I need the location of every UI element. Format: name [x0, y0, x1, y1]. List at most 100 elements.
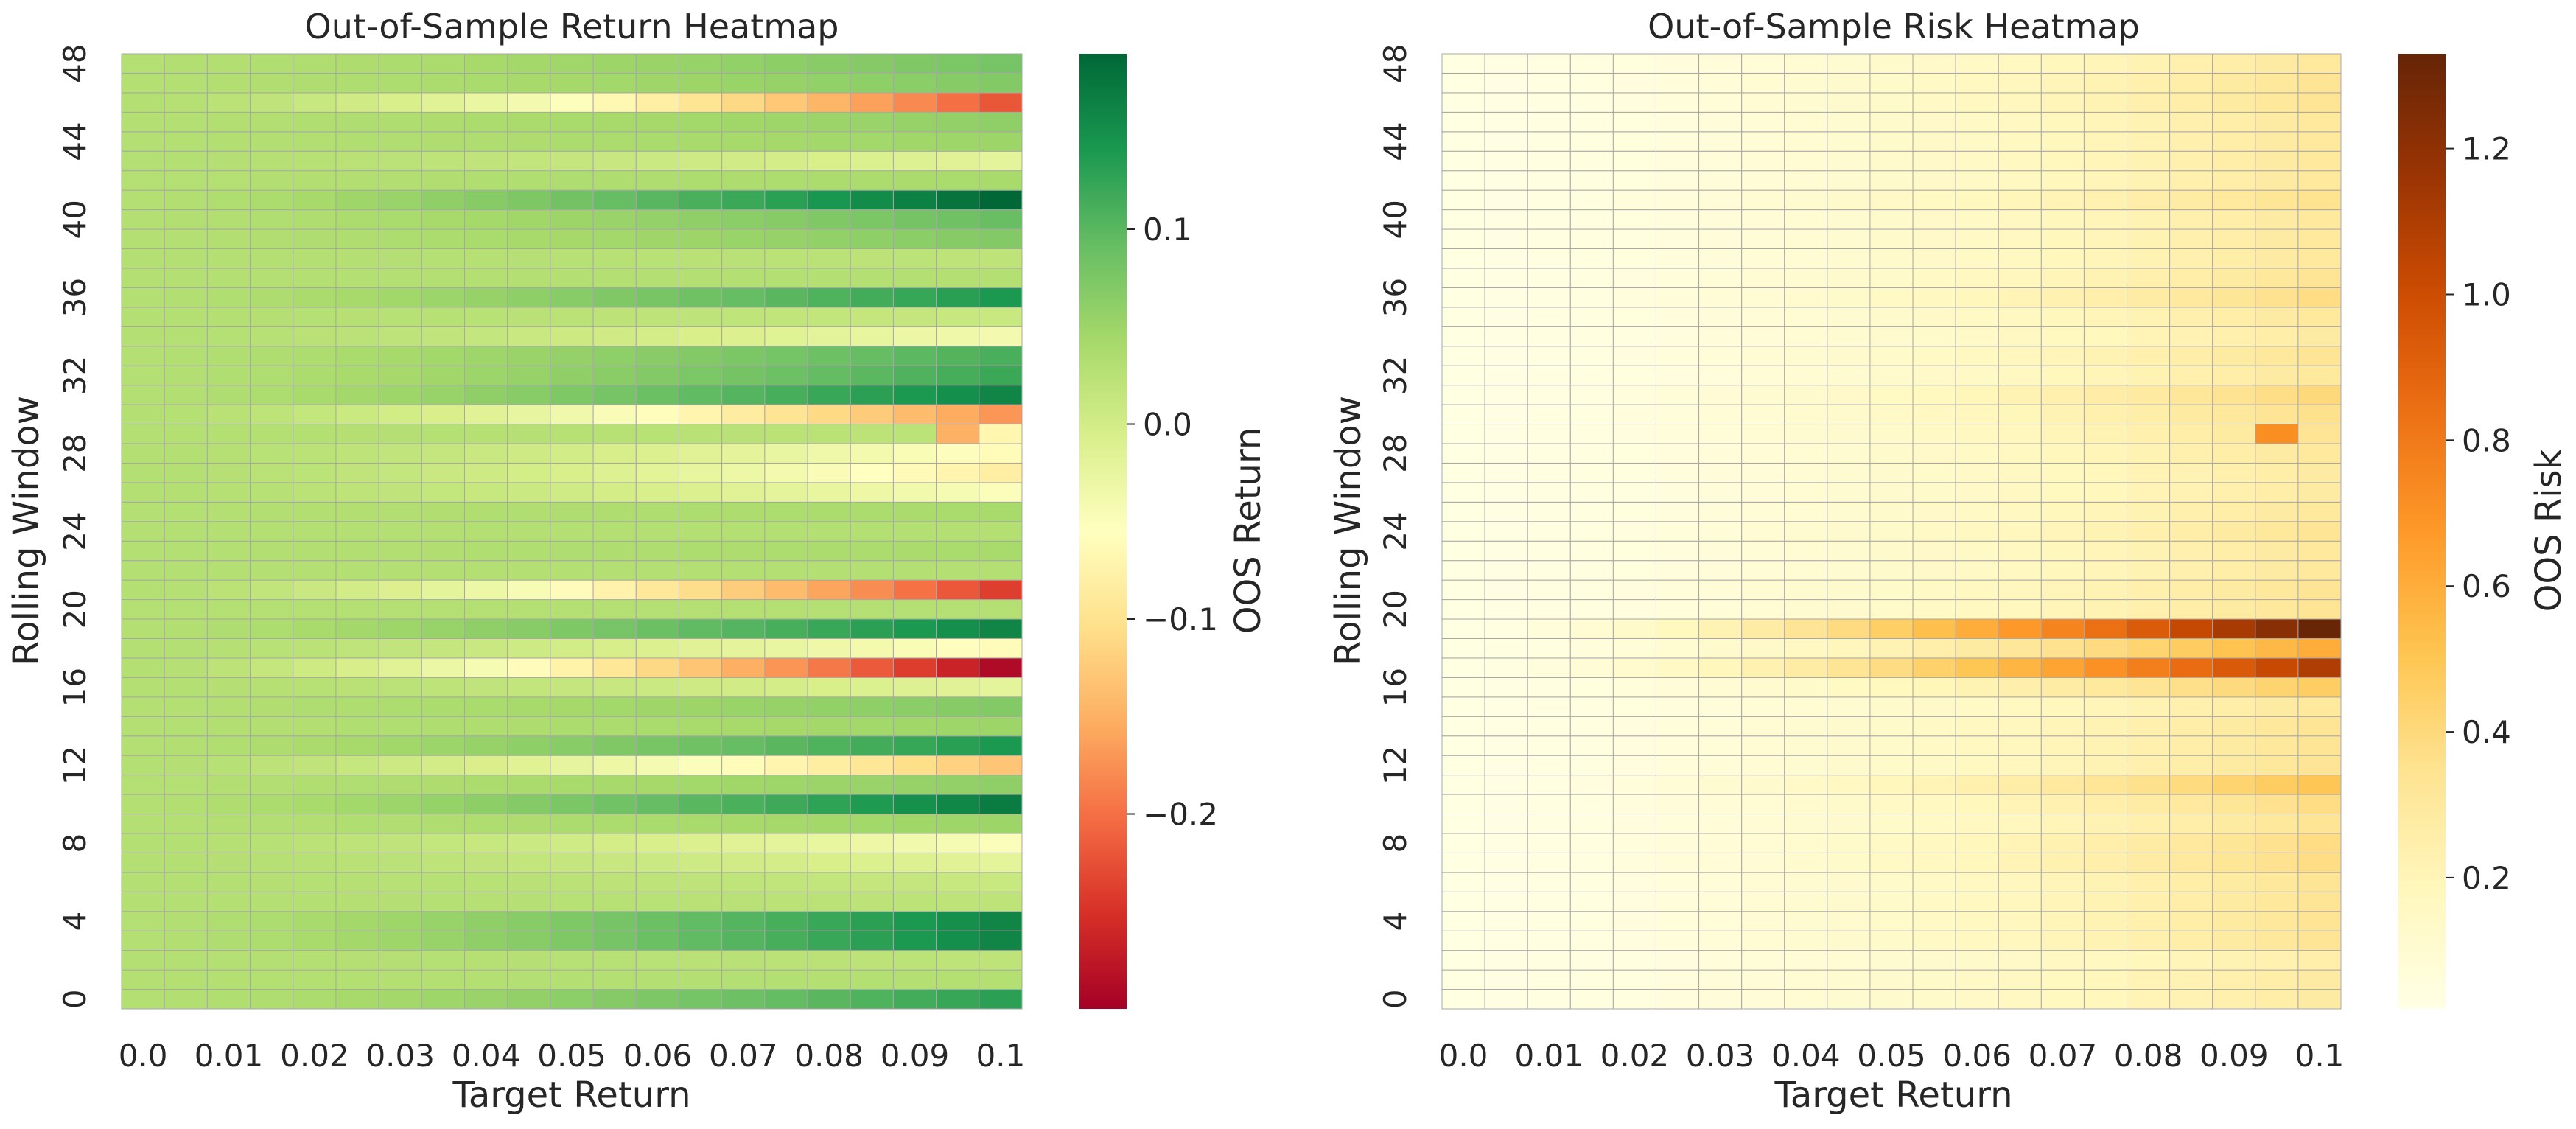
heatmap-cell	[2212, 131, 2256, 152]
heatmap-cell	[1655, 540, 1700, 562]
heatmap-cell	[1998, 618, 2042, 639]
heatmap-cell	[507, 735, 551, 756]
heatmap-cell	[2255, 852, 2299, 873]
heatmap-cell	[1655, 346, 1700, 366]
heatmap-cell	[1698, 443, 1743, 464]
heatmap-cell	[1827, 735, 1871, 756]
heatmap-cell	[2169, 150, 2213, 172]
return-colorbar-label: OOS Return	[1228, 427, 1269, 635]
heatmap-cell	[1998, 462, 2042, 483]
heatmap-cell	[507, 775, 551, 795]
heatmap-cell	[1741, 833, 1785, 853]
heatmap-cell	[550, 92, 594, 113]
heatmap-cell	[1827, 462, 1871, 483]
heatmap-cell	[250, 618, 294, 639]
heatmap-cell	[1912, 131, 1956, 152]
heatmap-cell	[592, 268, 637, 288]
heatmap-cell	[2255, 131, 2299, 152]
y-tick-label: 28	[1377, 433, 1413, 472]
heatmap-cell	[892, 579, 937, 601]
heatmap-cell	[1912, 111, 1956, 133]
heatmap-cell	[2212, 53, 2256, 74]
heatmap-cell	[2040, 814, 2085, 834]
heatmap-cell	[678, 852, 723, 873]
heatmap-cell	[1741, 989, 1785, 1010]
heatmap-cell	[2169, 111, 2213, 133]
heatmap-cell	[2212, 365, 2256, 386]
heatmap-cell	[2083, 385, 2128, 405]
heatmap-cell	[678, 209, 723, 230]
heatmap-cell	[206, 482, 251, 503]
heatmap-cell	[164, 872, 208, 892]
heatmap-cell	[2169, 989, 2213, 1010]
heatmap-cell	[1869, 150, 1914, 172]
heatmap-cell	[807, 540, 851, 562]
heatmap-cell	[121, 131, 165, 152]
heatmap-cell	[293, 735, 337, 756]
heatmap-cell	[2040, 891, 2085, 912]
heatmap-cell	[807, 326, 851, 347]
heatmap-cell	[1527, 521, 1571, 542]
heatmap-cell	[2083, 599, 2128, 620]
heatmap-cell	[979, 53, 1023, 74]
heatmap-cell	[421, 872, 466, 892]
heatmap-cell	[421, 92, 466, 113]
heatmap-cell	[550, 482, 594, 503]
heatmap-cell	[2127, 775, 2171, 795]
heatmap-cell	[206, 637, 251, 659]
heatmap-cell	[1998, 404, 2042, 425]
heatmap-cell	[635, 443, 679, 464]
heatmap-cell	[2127, 209, 2171, 230]
heatmap-cell	[2255, 618, 2299, 639]
heatmap-cell	[764, 150, 808, 172]
heatmap-cell	[1955, 775, 1999, 795]
heatmap-cell	[592, 150, 637, 172]
heatmap-cell	[764, 735, 808, 756]
heatmap-cell	[1527, 677, 1571, 698]
heatmap-cell	[892, 930, 937, 951]
heatmap-cell	[378, 891, 422, 912]
heatmap-cell	[378, 637, 422, 659]
heatmap-cell	[892, 501, 937, 522]
risk-colorbar-ticks: 1.21.00.80.60.40.2	[2446, 131, 2511, 896]
heatmap-cell	[421, 696, 466, 717]
heatmap-cell	[1869, 833, 1914, 853]
heatmap-cell	[1827, 579, 1871, 601]
heatmap-cell	[2212, 716, 2256, 737]
heatmap-cell	[1612, 618, 1656, 639]
heatmap-cell	[1527, 424, 1571, 444]
heatmap-cell	[2212, 72, 2256, 94]
heatmap-cell	[1484, 521, 1528, 542]
heatmap-cell	[1955, 560, 1999, 581]
heatmap-cell	[678, 833, 723, 853]
heatmap-cell	[592, 716, 637, 737]
heatmap-cell	[164, 248, 208, 269]
heatmap-cell	[2255, 385, 2299, 405]
heatmap-cell	[1741, 775, 1785, 795]
heatmap-cell	[1527, 462, 1571, 483]
heatmap-cell	[592, 814, 637, 834]
heatmap-cell	[1912, 696, 1956, 717]
heatmap-cell	[1741, 814, 1785, 834]
heatmap-cell	[1998, 365, 2042, 386]
heatmap-cell	[206, 599, 251, 620]
heatmap-cell	[550, 228, 594, 249]
heatmap-cell	[2083, 131, 2128, 152]
heatmap-cell	[2127, 150, 2171, 172]
heatmap-cell	[1827, 618, 1871, 639]
heatmap-cell	[807, 462, 851, 483]
x-tick-label: 0.0	[119, 1038, 168, 1074]
heatmap-cell	[164, 891, 208, 912]
heatmap-cell	[936, 775, 980, 795]
heatmap-cell	[1612, 930, 1656, 951]
heatmap-cell	[1655, 92, 1700, 113]
heatmap-cell	[2083, 346, 2128, 366]
y-tick-label: 36	[1377, 278, 1413, 317]
heatmap-cell	[378, 482, 422, 503]
heatmap-cell	[936, 696, 980, 717]
heatmap-cell	[1441, 579, 1485, 601]
heatmap-cell	[2083, 930, 2128, 951]
heatmap-cell	[807, 755, 851, 776]
heatmap-cell	[1612, 891, 1656, 912]
heatmap-cell	[892, 248, 937, 269]
